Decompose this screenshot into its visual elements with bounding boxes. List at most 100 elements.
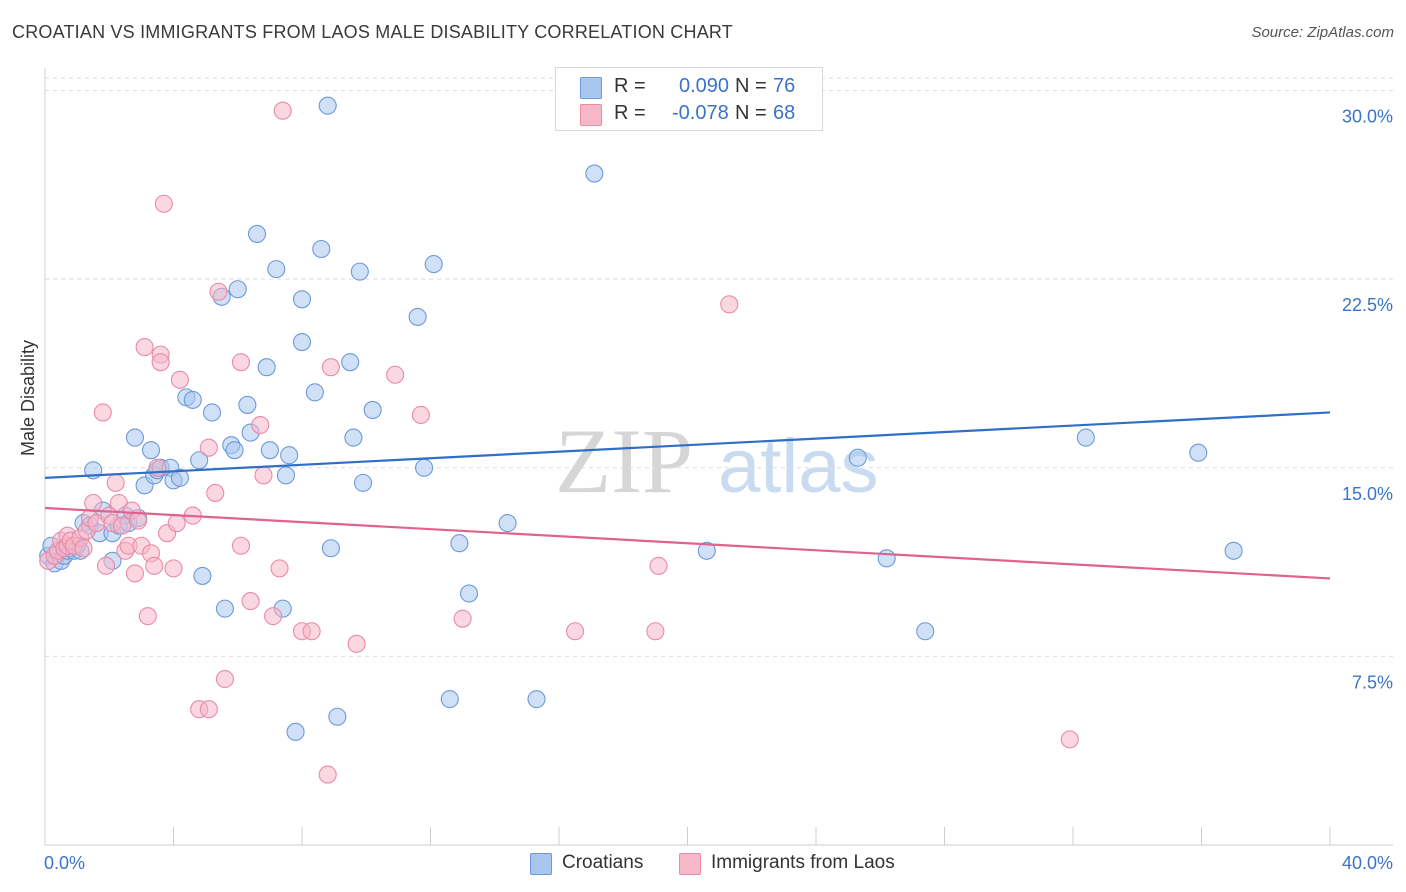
watermark-atlas: atlas (718, 424, 879, 509)
laos-point (231, 353, 251, 372)
croatians-point (190, 451, 209, 470)
laos-point (241, 592, 260, 611)
croatians-point (1189, 443, 1208, 462)
croatians-swatch (580, 77, 602, 99)
croatians-point (440, 690, 459, 709)
r-label: R = (614, 102, 646, 124)
laos-point (318, 765, 337, 784)
n-value: 68 (773, 102, 796, 124)
laos-point (138, 607, 157, 626)
croatians-point (280, 446, 299, 465)
croatians-point (203, 403, 222, 422)
laos-point (251, 415, 270, 435)
source-credit: Source: ZipAtlas.com (1251, 24, 1394, 41)
croatians-point (848, 448, 867, 467)
croatians-point (321, 539, 340, 558)
y-tick-label: 15.0% (1342, 484, 1393, 504)
laos-point (135, 338, 154, 357)
croatians-point (215, 599, 234, 618)
laos-point (164, 559, 183, 578)
croatians-point (193, 566, 212, 585)
croatians-point (267, 260, 286, 279)
laos-point (649, 556, 668, 575)
croatians-point (1076, 428, 1095, 447)
laos-point (199, 700, 218, 719)
croatians-point (228, 280, 247, 299)
laos-point (386, 365, 405, 384)
laos-point (231, 536, 251, 555)
croatians-point (257, 358, 276, 377)
croatians-point (585, 164, 604, 183)
stats-legend: R = 0.090 N = 76 R = -0.078 N = 68 (555, 67, 823, 131)
croatians-point (527, 690, 546, 709)
legend-label: Croatians (562, 852, 644, 873)
laos-point (93, 403, 112, 422)
croatians-point (916, 622, 935, 641)
laos-point (347, 634, 366, 653)
n-value: 76 (773, 75, 796, 97)
croatians-point (276, 466, 295, 485)
croatians-point (350, 262, 369, 281)
croatians-point (415, 458, 434, 477)
laos-point (1060, 730, 1079, 749)
laos-point (209, 282, 228, 301)
laos-point (199, 438, 218, 457)
croatians-point (260, 441, 279, 460)
laos-point (125, 564, 144, 583)
laos-point (411, 405, 430, 425)
chart-title: CROATIAN VS IMMIGRANTS FROM LAOS MALE DI… (12, 22, 733, 42)
laos-point (302, 622, 321, 641)
laos-point (646, 622, 665, 641)
laos-point (148, 458, 167, 477)
legend-label: Immigrants from Laos (711, 852, 895, 873)
y-tick-label: 30.0% (1342, 107, 1393, 127)
croatians-point (141, 441, 161, 460)
laos-point (106, 473, 125, 492)
laos-point (170, 370, 189, 389)
croatians-point (1224, 541, 1243, 560)
croatians-point (292, 290, 312, 309)
laos-point (273, 101, 292, 120)
laos-trend-line (44, 506, 1331, 580)
croatians-point (424, 255, 443, 274)
laos-swatch (679, 853, 701, 875)
x-tick-label: 40.0% (1342, 853, 1393, 873)
croatians-point (353, 473, 373, 492)
laos-point (215, 669, 234, 689)
croatians-point (450, 534, 469, 553)
laos-point (453, 609, 472, 628)
n-label: N = (735, 75, 767, 97)
laos-point (151, 353, 170, 372)
laos-point (145, 556, 164, 575)
laos-point (264, 607, 283, 626)
croatians-point (247, 224, 267, 243)
croatians-point (697, 541, 716, 560)
croatians-point (877, 549, 896, 568)
croatians-point (318, 96, 337, 115)
laos-swatch (580, 104, 602, 126)
laos-point (206, 483, 225, 502)
croatians-point (305, 383, 324, 402)
croatians-point (498, 514, 517, 533)
y-tick-label: 7.5% (1352, 672, 1393, 692)
laos-point (270, 559, 289, 578)
croatians-point (328, 707, 347, 726)
laos-point (74, 539, 93, 558)
croatians-trend-line (44, 411, 1331, 479)
croatians-point (286, 722, 305, 741)
croatians-point (408, 307, 427, 326)
laos-point (84, 493, 103, 513)
croatians-point (344, 428, 363, 447)
laos-point (254, 466, 273, 485)
laos-point (566, 622, 585, 641)
croatians-point (341, 353, 360, 372)
y-axis-label: Male Disability (18, 339, 38, 456)
croatians-swatch (530, 853, 552, 875)
n-label: N = (735, 102, 767, 124)
r-label: R = (614, 75, 646, 97)
croatians-point (459, 584, 479, 603)
croatians-point (292, 332, 312, 352)
croatians-point (312, 239, 331, 259)
laos-point (113, 516, 132, 535)
laos-point (96, 556, 116, 575)
